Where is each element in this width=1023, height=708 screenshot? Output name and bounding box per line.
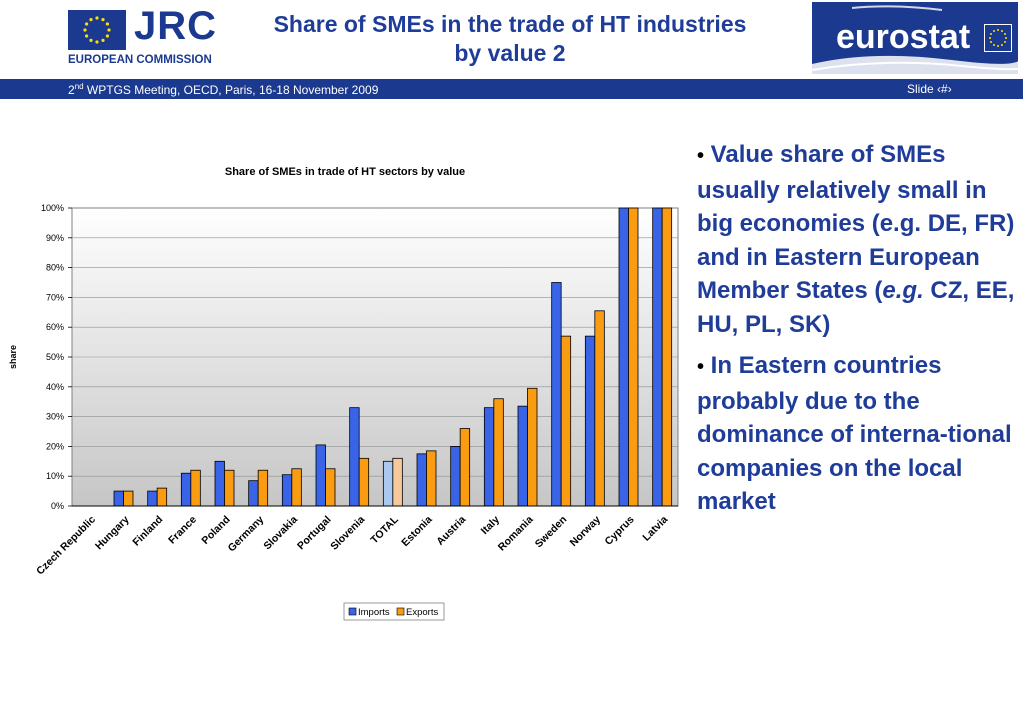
y-tick-label: 30% xyxy=(46,412,64,422)
slide-title: Share of SMEs in the trade of HT industr… xyxy=(230,10,790,68)
legend-box xyxy=(343,602,445,621)
slide-title-line1: Share of SMEs in the trade of HT industr… xyxy=(273,11,747,37)
bar-imports xyxy=(483,407,495,507)
bullet-1-text-b: CZ, EE, HU, PL, SK) xyxy=(697,277,1015,338)
legend-label-imports: Imports xyxy=(358,607,390,618)
y-tick-label: 20% xyxy=(46,441,64,451)
y-tick-label: 90% xyxy=(46,233,64,243)
y-tick-label: 70% xyxy=(46,292,64,302)
eu-flag-small-icon xyxy=(984,24,1012,52)
x-tick-label: Estonia xyxy=(399,514,434,549)
x-tick-label: Hungary xyxy=(93,514,132,553)
bar-imports xyxy=(584,335,596,507)
meeting-text: WPTGS Meeting, OECD, Paris, 16-18 Novemb… xyxy=(83,83,379,97)
bullet-dot: • xyxy=(697,145,705,167)
y-tick-label: 50% xyxy=(46,352,64,362)
bar-exports xyxy=(257,469,269,507)
bar-exports xyxy=(628,207,639,507)
bar-imports xyxy=(281,474,293,507)
x-tick-label: TOTAL xyxy=(368,513,401,546)
bar-exports xyxy=(224,469,235,507)
bar-imports xyxy=(214,460,225,507)
bullet-item-2: • In Eastern countries probably due to t… xyxy=(697,349,1017,519)
bar-imports xyxy=(652,207,663,507)
meeting-info: 2nd WPTGS Meeting, OECD, Paris, 16-18 No… xyxy=(68,82,378,97)
eurostat-logo: eurostat xyxy=(812,2,1018,74)
x-tick-label: Romania xyxy=(496,514,536,554)
legend-label-exports: Exports xyxy=(406,607,438,618)
bar-exports xyxy=(560,335,572,507)
x-tick-label: Norway xyxy=(568,514,603,549)
meeting-banner: 2nd WPTGS Meeting, OECD, Paris, 16-18 No… xyxy=(0,79,1023,99)
slide-number: Slide ‹#› xyxy=(907,82,952,96)
chart-title: Share of SMEs in trade of HT sectors by … xyxy=(225,166,465,178)
legend-swatch-imports xyxy=(348,607,357,616)
bar-imports xyxy=(450,445,461,507)
bar-exports xyxy=(426,450,437,507)
y-tick-label: 60% xyxy=(46,322,64,332)
x-tick-label: Slovakia xyxy=(261,514,300,553)
bullet-dot: • xyxy=(697,356,705,378)
slide-title-line2: by value 2 xyxy=(454,40,566,66)
eu-flag-icon xyxy=(68,10,126,50)
y-tick-label: 0% xyxy=(51,501,64,511)
bar-imports xyxy=(147,490,158,507)
bar-exports xyxy=(594,310,605,507)
y-tick-label: 100% xyxy=(41,203,64,213)
bullet-1-text-a: Value share of SMEs usually relatively s… xyxy=(697,141,1015,304)
bar-imports xyxy=(382,460,394,507)
y-axis-label: share xyxy=(8,345,18,369)
bar-exports xyxy=(325,468,336,507)
x-tick-label: France xyxy=(166,514,199,547)
bar-chart: Share of SMEs in trade of HT sectors by … xyxy=(8,166,679,621)
bar-exports xyxy=(190,469,201,507)
x-tick-label: Finland xyxy=(130,514,165,549)
x-tick-label: Slovenia xyxy=(328,514,367,553)
x-tick-label: Germany xyxy=(226,514,267,555)
bullet-item-1: • Value share of SMEs usually relatively… xyxy=(697,138,1017,341)
legend-swatch-exports xyxy=(396,607,405,616)
x-tick-label: Austria xyxy=(434,514,468,548)
eurostat-swoosh-icon xyxy=(812,5,1018,74)
x-tick-label: Latvia xyxy=(640,514,670,544)
bullet-2-text: In Eastern countries probably due to the… xyxy=(697,352,1012,515)
meeting-ordinal: 2 xyxy=(68,83,75,97)
bar-exports xyxy=(392,457,403,507)
bar-exports xyxy=(527,387,538,507)
bar-exports xyxy=(661,207,673,507)
bar-exports xyxy=(358,457,370,507)
x-tick-label: Portugal xyxy=(295,514,334,553)
x-tick-label: Czech Republic xyxy=(34,514,98,578)
bar-imports xyxy=(618,207,629,507)
bullet-1-italic: e.g. xyxy=(882,277,924,304)
bar-imports xyxy=(113,490,124,507)
bar-imports xyxy=(551,282,562,507)
european-commission-text: EUROPEAN COMMISSION xyxy=(68,54,212,66)
jrc-logo-text: JRC xyxy=(134,4,218,48)
chart-area: Share of SMEs in trade of HT sectors by … xyxy=(0,100,690,700)
bar-exports xyxy=(493,398,504,507)
bar-imports xyxy=(315,444,326,507)
meeting-ordinal-suffix: nd xyxy=(74,82,84,91)
bullet-list: • Value share of SMEs usually relatively… xyxy=(697,138,1017,527)
x-tick-label: Sweden xyxy=(533,514,570,551)
bar-imports xyxy=(180,472,192,507)
bar-exports xyxy=(156,487,168,507)
x-tick-label: Italy xyxy=(479,514,502,537)
x-tick-label: Poland xyxy=(199,514,232,547)
y-tick-label: 10% xyxy=(46,471,64,481)
bar-imports xyxy=(416,453,427,507)
bar-imports xyxy=(248,480,259,507)
jrc-logo: JRC EUROPEAN COMMISSION xyxy=(68,4,216,68)
bar-imports xyxy=(517,405,528,507)
y-tick-label: 40% xyxy=(46,382,64,392)
x-tick-label: Cyprus xyxy=(603,514,637,548)
bar-exports xyxy=(291,468,302,507)
y-tick-label: 80% xyxy=(46,263,64,273)
bar-exports xyxy=(123,490,134,507)
eurostat-logo-text: eurostat xyxy=(836,18,971,56)
bar-imports xyxy=(349,407,360,507)
bar-exports xyxy=(459,428,471,507)
